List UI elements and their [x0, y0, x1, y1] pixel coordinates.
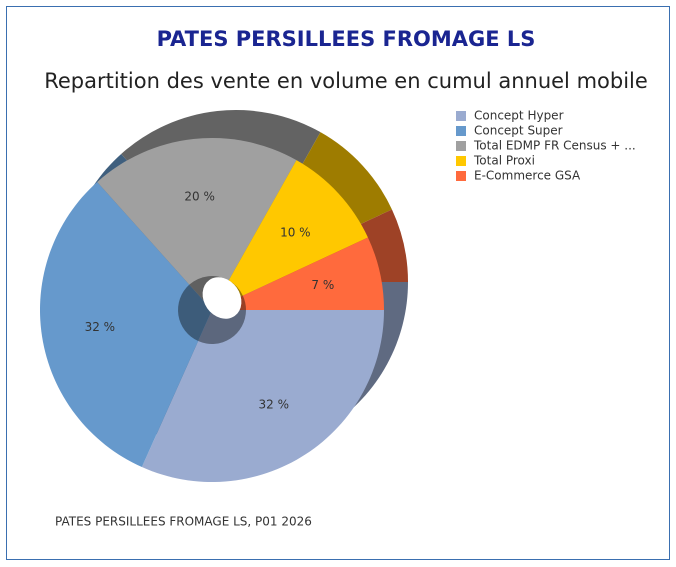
legend-label: Concept Super — [474, 124, 563, 138]
legend-label: E-Commerce GSA — [474, 169, 581, 183]
data-label: 32 % — [85, 320, 116, 334]
slice — [212, 160, 368, 310]
legend-swatch — [456, 126, 466, 136]
center-highlight — [202, 277, 242, 319]
legend-label: Concept Hyper — [474, 109, 564, 123]
chart-title: PATES PERSILLEES FROMAGE LS — [157, 27, 536, 51]
slice — [97, 137, 297, 310]
data-label: 10 % — [280, 225, 311, 239]
data-label: 7 % — [311, 278, 334, 292]
slice — [39, 181, 212, 468]
data-label: 20 % — [184, 190, 215, 204]
slice — [212, 237, 384, 310]
chart-subtitle: Repartition des vente en volume en cumul… — [44, 69, 648, 93]
legend-swatch — [456, 171, 466, 181]
legend-swatch — [456, 111, 466, 121]
footer: PATES PERSILLEES FROMAGE LS, P01 2026 — [55, 515, 312, 529]
legend-swatch — [456, 141, 466, 151]
legend-label: Total EDMP FR Census + ... — [473, 139, 636, 153]
legend-label: Total Proxi — [473, 154, 535, 168]
slice-inner — [198, 310, 247, 345]
data-label: 32 % — [259, 398, 290, 412]
slice — [141, 310, 384, 483]
legend-swatch — [456, 156, 466, 166]
slice-inner — [178, 284, 212, 342]
